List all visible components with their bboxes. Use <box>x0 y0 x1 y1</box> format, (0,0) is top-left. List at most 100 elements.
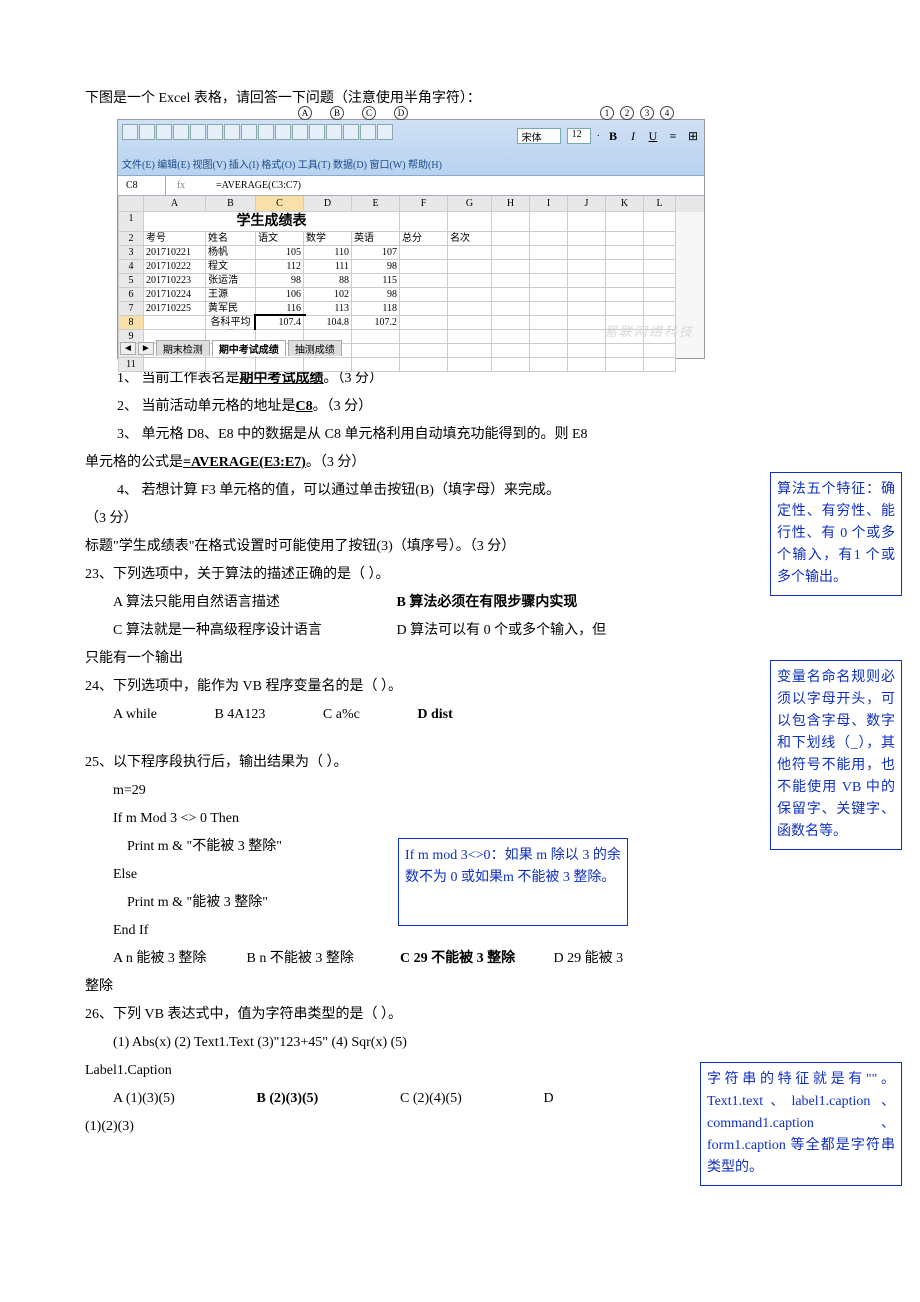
q4-line1: 4、 若想计算 F3 单元格的值，可以通过单击按钮(B)（填字母）来完成。 <box>85 477 700 505</box>
table-cell[interactable] <box>448 302 492 316</box>
row-header[interactable]: 11 <box>118 358 144 372</box>
table-cell[interactable]: 102 <box>304 288 352 302</box>
name-box[interactable]: C8 <box>118 176 166 195</box>
callout-2: 2 <box>620 106 634 120</box>
col-header[interactable]: H <box>492 196 530 212</box>
col-header[interactable]: L <box>644 196 676 212</box>
row-header[interactable]: 1 <box>118 212 144 232</box>
active-cell[interactable]: 107.4 <box>256 316 304 330</box>
table-cell[interactable]: 20171022​2 <box>144 260 206 274</box>
row-header[interactable]: 2 <box>118 232 144 246</box>
q4-line2: （3 分） <box>85 505 700 533</box>
table-cell[interactable]: 考号 <box>144 232 206 246</box>
table-cell[interactable]: 105 <box>256 246 304 260</box>
table-cell[interactable] <box>144 316 206 330</box>
table-cell[interactable]: 杨帆 <box>206 246 256 260</box>
table-cell[interactable]: 20171022​1 <box>144 246 206 260</box>
table-cell[interactable] <box>400 274 448 288</box>
q26-b: B (2)(3)(5) <box>257 1085 397 1113</box>
sheet-tabs[interactable]: ◄ ► 期末检测 期中考试成绩 抽测成绩 <box>120 340 342 356</box>
q26-d2: (1)(2)(3) <box>85 1113 700 1141</box>
table-cell[interactable]: 98 <box>352 288 400 302</box>
abcd-callouts: A B C D <box>298 106 408 120</box>
table-cell[interactable]: 115 <box>352 274 400 288</box>
table-cell[interactable]: 116 <box>256 302 304 316</box>
table-cell[interactable] <box>400 302 448 316</box>
table-cell[interactable]: 112 <box>256 260 304 274</box>
table-cell[interactable]: 110 <box>304 246 352 260</box>
table-cell[interactable]: 20171022​3 <box>144 274 206 288</box>
q23-stem: 23、下列选项中，关于算法的描述正确的是（ ）。 <box>85 561 700 589</box>
table-cell[interactable]: 20171022​4 <box>144 288 206 302</box>
font-row: 宋体 12 · B I U ≡ ⊞ <box>517 128 700 144</box>
row-header[interactable]: 7 <box>118 302 144 316</box>
q3-line2: 单元格的公式是=AVERAGE(E3:E7)。（3 分） <box>85 449 700 477</box>
table-cell[interactable] <box>448 288 492 302</box>
underline-icon[interactable]: U <box>646 129 660 144</box>
tab-nav-icon[interactable]: ◄ <box>120 342 136 355</box>
table-cell[interactable]: 20171022​5 <box>144 302 206 316</box>
row-header[interactable]: 4 <box>118 260 144 274</box>
table-cell[interactable]: 黄军民 <box>206 302 256 316</box>
q26-options: A (1)(3)(5) B (2)(3)(5) C (2)(4)(5) D <box>85 1085 700 1113</box>
col-header[interactable]: K <box>606 196 644 212</box>
sheet-tab[interactable]: 期末检测 <box>156 340 210 356</box>
table-cell[interactable]: 英语 <box>352 232 400 246</box>
table-cell[interactable] <box>400 260 448 274</box>
table-cell[interactable]: 88 <box>304 274 352 288</box>
table-cell[interactable]: 98 <box>352 260 400 274</box>
col-header[interactable]: C <box>256 196 304 212</box>
col-header[interactable]: D <box>304 196 352 212</box>
q26-c: C (2)(4)(5) <box>400 1085 540 1113</box>
table-cell[interactable]: 111 <box>304 260 352 274</box>
table-cell[interactable]: 各科平均分 <box>206 316 256 330</box>
table-cell[interactable] <box>400 246 448 260</box>
table-cell[interactable] <box>448 274 492 288</box>
q3-line1: 3、 单元格 D8、E8 中的数据是从 C8 单元格利用自动填充功能得到的。则 … <box>85 421 700 449</box>
italic-icon[interactable]: I <box>626 129 640 144</box>
row-header[interactable]: 6 <box>118 288 144 302</box>
col-header[interactable]: G <box>448 196 492 212</box>
col-header[interactable]: F <box>400 196 448 212</box>
q25-options: A n 能被 3 整除 B n 不能被 3 整除 C 29 不能被 3 整除 D… <box>85 945 700 973</box>
row-header[interactable]: 5 <box>118 274 144 288</box>
col-header[interactable]: J <box>568 196 606 212</box>
q24-c: C a%c <box>323 701 360 729</box>
col-header[interactable]: I <box>530 196 568 212</box>
row-header[interactable]: 3 <box>118 246 144 260</box>
table-cell[interactable] <box>448 260 492 274</box>
col-header[interactable]: E <box>352 196 400 212</box>
table-cell[interactable]: 程文 <box>206 260 256 274</box>
align-icon[interactable]: ≡ <box>666 129 680 144</box>
table-cell[interactable]: 104.8 <box>304 316 352 330</box>
table-cell[interactable]: 113 <box>304 302 352 316</box>
table-cell[interactable]: 总分 <box>400 232 448 246</box>
formula-box[interactable]: =AVERAGE(C3:C7) <box>196 180 301 191</box>
table-cell[interactable]: 数学 <box>304 232 352 246</box>
table-cell[interactable]: 98 <box>256 274 304 288</box>
table-cell[interactable]: 107 <box>352 246 400 260</box>
table-cell[interactable]: 106 <box>256 288 304 302</box>
font-size[interactable]: 12 <box>567 128 591 144</box>
table-cell[interactable] <box>400 288 448 302</box>
table-cell[interactable]: 王源 <box>206 288 256 302</box>
q23-a: A 算法只能用自然语言描述 <box>113 589 393 617</box>
col-header[interactable]: B <box>206 196 256 212</box>
table-cell[interactable]: 118 <box>352 302 400 316</box>
table-cell[interactable]: 张运浩 <box>206 274 256 288</box>
col-header[interactable]: A <box>144 196 206 212</box>
table-cell[interactable]: 语文 <box>256 232 304 246</box>
bold-icon[interactable]: B <box>606 129 620 144</box>
table-cell[interactable]: 107.2 <box>352 316 400 330</box>
merge-icon[interactable]: ⊞ <box>686 129 700 144</box>
font-name[interactable]: 宋体 <box>517 128 561 144</box>
callout-4: 4 <box>660 106 674 120</box>
table-cell[interactable]: 名次 <box>448 232 492 246</box>
tab-nav-icon[interactable]: ► <box>138 342 154 355</box>
table-cell[interactable] <box>448 246 492 260</box>
table-cell[interactable]: 姓名 <box>206 232 256 246</box>
sheet-tab-active[interactable]: 期中考试成绩 <box>212 340 286 356</box>
sheet-tab[interactable]: 抽测成绩 <box>288 340 342 356</box>
row-header[interactable]: 8 <box>118 316 144 330</box>
excel-menu[interactable]: 文件(E) 编辑(E) 视图(V) 插入(I) 格式(O) 工具(T) 数据(D… <box>122 156 442 171</box>
